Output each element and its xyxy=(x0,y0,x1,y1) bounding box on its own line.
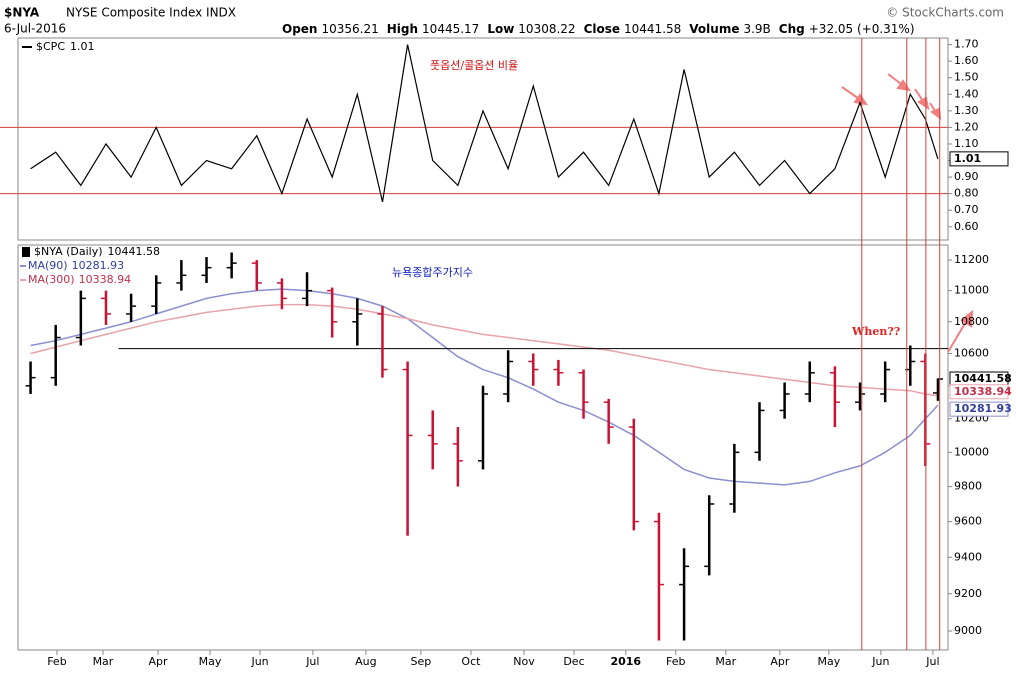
x-tick-label: 2016 xyxy=(610,655,641,668)
x-tick-label: Feb xyxy=(666,655,685,668)
y-tick-label: 1.70 xyxy=(954,38,979,51)
y-tick-label: 11200 xyxy=(954,253,989,266)
legend-name: MA(90) xyxy=(28,259,68,272)
legend-entry: MA(90) 10281.93 xyxy=(28,259,124,272)
annotation: When?? xyxy=(851,325,900,338)
y-tick-label: 1.40 xyxy=(954,87,979,100)
x-tick-label: Mar xyxy=(93,655,114,668)
y-tick-label: 1.50 xyxy=(954,71,979,84)
symbol: $NYA xyxy=(4,6,40,20)
legend-name: $NYA (Daily) xyxy=(34,245,103,258)
x-tick-label: Feb xyxy=(47,655,66,668)
legend-value: 10281.93 xyxy=(72,259,125,272)
legend-swatch xyxy=(22,247,30,257)
legend-entry: MA(300) 10338.94 xyxy=(28,273,131,286)
value-tag xyxy=(949,384,1009,400)
y-tick-label: 10000 xyxy=(954,445,989,458)
legend-value: 10441.58 xyxy=(108,245,161,258)
cpc-line xyxy=(30,44,939,203)
index-name: NYSE Composite Index INDX xyxy=(66,6,236,20)
value-tag-label: 10338.94 xyxy=(954,385,1012,398)
date: 6-Jul-2016 xyxy=(4,22,66,36)
y-tick-label: 1.60 xyxy=(954,54,979,67)
x-tick-label: Dec xyxy=(563,655,584,668)
x-tick-label: Apr xyxy=(770,655,790,668)
upper-panel xyxy=(17,37,949,241)
legend-value: 10338.94 xyxy=(79,273,132,286)
x-tick-label: May xyxy=(199,655,222,668)
x-tick-label: Jul xyxy=(925,655,939,668)
y-tick-label: 0.90 xyxy=(954,170,979,183)
moving-average xyxy=(30,288,939,486)
x-tick-label: Oct xyxy=(461,655,481,668)
y-tick-label: 11000 xyxy=(954,284,989,297)
value-tag xyxy=(949,151,1009,167)
value-tag-label: 10441.58 xyxy=(954,372,1012,385)
x-tick-label: Jun xyxy=(871,655,889,668)
y-tick-label: 10800 xyxy=(954,315,989,328)
y-tick-label: 9200 xyxy=(954,587,982,600)
x-tick-label: Jul xyxy=(305,655,319,668)
x-tick-label: Mar xyxy=(715,655,736,668)
y-tick-label: 10600 xyxy=(954,346,989,359)
x-tick-label: Jun xyxy=(250,655,268,668)
quote-label: Volume xyxy=(689,22,739,36)
quote-value: 3.9B xyxy=(743,22,770,36)
y-tick-label: 0.70 xyxy=(954,203,979,216)
y-tick-label: 0.60 xyxy=(954,220,979,233)
legend-name: $CPC xyxy=(36,40,65,53)
x-tick-label: May xyxy=(817,655,840,668)
y-tick-label: 9600 xyxy=(954,515,982,528)
annotation: 뉴욕종합주가지수 xyxy=(392,266,473,279)
quote-label: Chg xyxy=(779,22,805,36)
moving-average xyxy=(30,303,939,397)
quote-label: Close xyxy=(584,22,620,36)
y-tick-label: 1.10 xyxy=(954,137,979,150)
legend-value: 1.01 xyxy=(70,40,95,53)
quote-value: 10441.58 xyxy=(624,22,681,36)
x-tick-label: Apr xyxy=(148,655,168,668)
annotation: 풋옵션/콜옵션 비율 xyxy=(430,59,518,72)
value-tag-label: 1.01 xyxy=(954,152,981,165)
y-tick-label: 9400 xyxy=(954,550,982,563)
quote-value: 10356.21 xyxy=(321,22,378,36)
quote-value: 10445.17 xyxy=(422,22,479,36)
legend-entry: $NYA (Daily) 10441.58 xyxy=(34,245,160,258)
value-tag-label: 10281.93 xyxy=(954,402,1012,415)
y-tick-label: 1.20 xyxy=(954,120,979,133)
y-tick-label: 0.80 xyxy=(954,187,979,200)
x-tick-label: Nov xyxy=(513,655,535,668)
value-tag xyxy=(949,401,1009,417)
quote-label: Open xyxy=(282,22,317,36)
quote-label: Low xyxy=(487,22,514,36)
lower-panel xyxy=(17,244,949,651)
quote-value: +32.05 (+0.31%) xyxy=(809,22,915,36)
quote-label: High xyxy=(387,22,418,36)
y-tick-label: 9000 xyxy=(954,624,982,637)
legend-name: MA(300) xyxy=(28,273,75,286)
x-tick-label: Aug xyxy=(355,655,376,668)
y-tick-label: 9800 xyxy=(954,480,982,493)
source: © StockCharts.com xyxy=(886,6,1004,20)
y-tick-label: 1.30 xyxy=(954,104,979,117)
quote-value: 10308.22 xyxy=(518,22,575,36)
x-tick-label: Sep xyxy=(411,655,432,668)
quote: Open 10356.21 High 10445.17 Low 10308.22 Close… xyxy=(282,22,915,36)
legend-entry: $CPC 1.01 xyxy=(36,40,95,53)
